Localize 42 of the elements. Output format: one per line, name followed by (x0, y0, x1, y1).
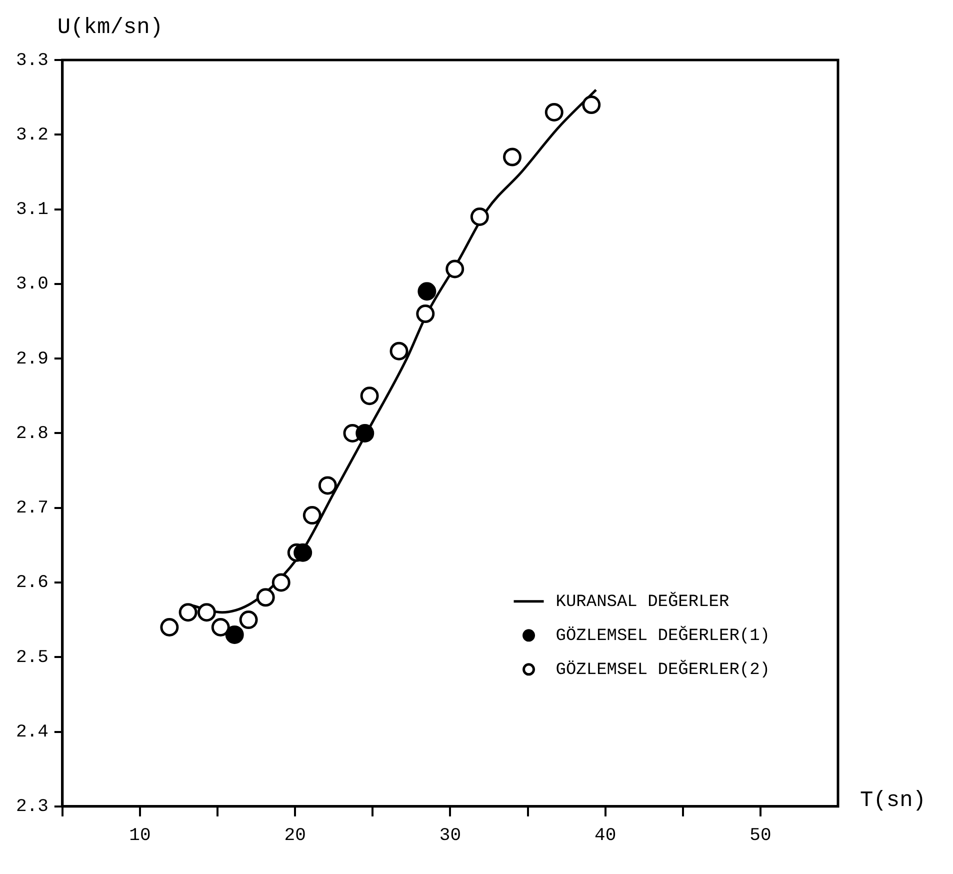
x-tick-label: 10 (129, 826, 151, 846)
legend-label: GÖZLEMSEL DEĞERLER(2) (556, 658, 770, 680)
point (178, 603, 198, 622)
y-tick-label: 2.8 (16, 424, 48, 444)
y-tick-label: 3.3 (16, 50, 48, 71)
legend-label: GÖZLEMSEL DEĞERLER(1) (556, 624, 770, 646)
y-tick-label: 2.6 (16, 573, 48, 594)
y-tick-label: 2.4 (16, 722, 48, 743)
x-tick-label: 40 (594, 826, 616, 846)
y-tick-label: 3.1 (16, 200, 48, 220)
point (318, 476, 337, 495)
y-tick-label: 2.7 (16, 498, 48, 519)
point (446, 260, 464, 278)
point (544, 103, 564, 122)
point (503, 148, 522, 166)
point (356, 424, 374, 442)
point (582, 96, 601, 114)
point (225, 625, 244, 644)
point (302, 506, 322, 525)
y-axis-title: U(km/sn) (57, 14, 164, 40)
x-tick-label: 50 (750, 826, 772, 846)
point (197, 603, 216, 622)
y-tick-label: 3.2 (16, 125, 48, 146)
point (272, 573, 290, 592)
y-tick-label: 3.0 (16, 274, 48, 295)
x-tick-label: 30 (439, 826, 462, 846)
point (418, 282, 436, 301)
point (294, 543, 312, 562)
y-tick-label: 2.3 (16, 797, 48, 818)
point (416, 304, 435, 324)
point (256, 588, 275, 607)
point (239, 610, 258, 630)
x-tick-label: 20 (284, 826, 306, 846)
point (360, 386, 379, 406)
y-tick-label: 2.5 (16, 648, 48, 668)
point (160, 618, 179, 637)
legend-label: KURANSAL DEĞERLER (556, 590, 730, 612)
point (211, 618, 230, 637)
y-tick-label: 2.9 (16, 349, 48, 370)
point (390, 342, 408, 360)
point (470, 207, 489, 226)
x-axis-title: T(sn) (860, 788, 926, 814)
